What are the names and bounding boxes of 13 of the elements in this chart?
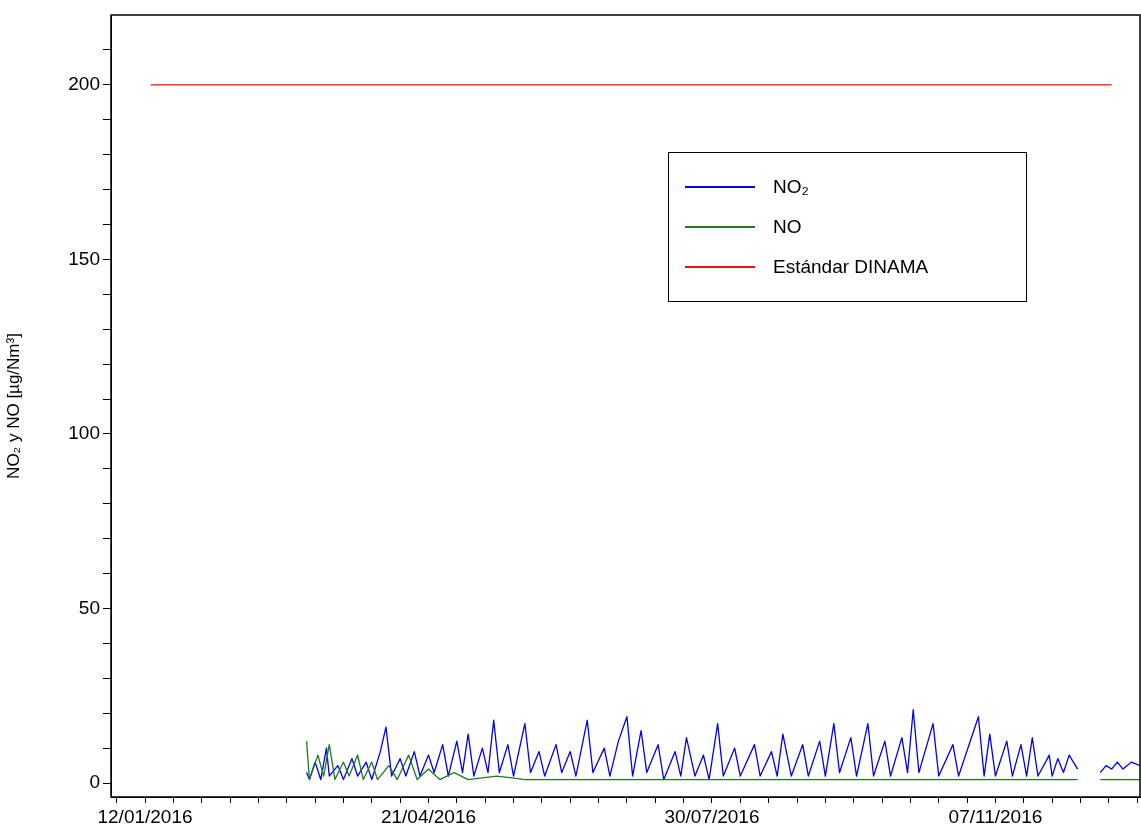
legend-label: NO₂ (773, 176, 809, 198)
y-tick-label: 50 (78, 596, 100, 618)
legend-label: Estándar DINAMA (773, 256, 929, 278)
x-tick-label: 07/11/2016 (948, 805, 1043, 827)
y-tick-label: 150 (68, 247, 100, 269)
x-tick-label: 12/01/2016 (97, 805, 193, 827)
y-tick-label: 100 (68, 422, 100, 444)
y-tick-label: 200 (68, 73, 100, 95)
y-axis-title: NO₂ y NO [µg/Nm³] (3, 333, 23, 479)
x-tick-label: 21/04/2016 (380, 805, 477, 827)
x-tick-label: 30/07/2016 (664, 805, 760, 827)
legend-label: NO (773, 216, 802, 238)
y-tick-label: 0 (89, 771, 100, 793)
